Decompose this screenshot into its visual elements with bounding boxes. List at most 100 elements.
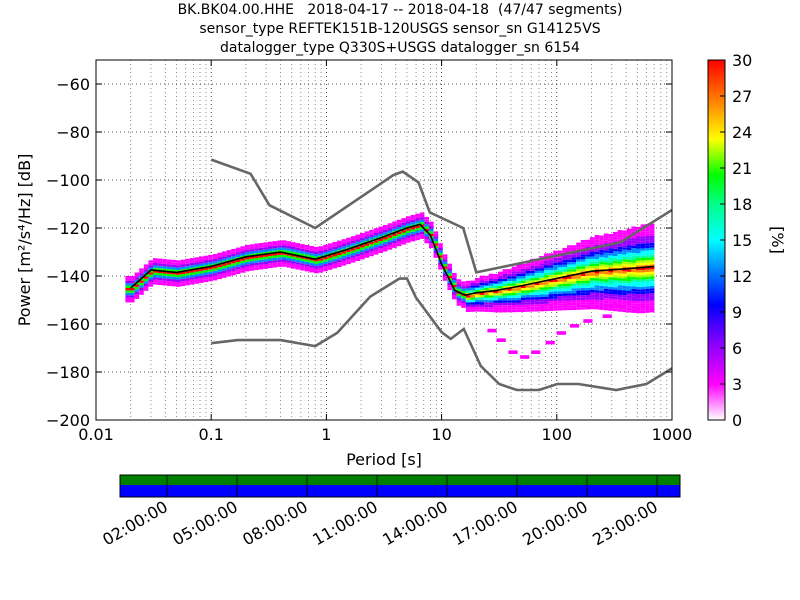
density-cell (488, 280, 494, 284)
density-cell (585, 244, 590, 247)
density-cell (539, 284, 544, 288)
density-cell (640, 267, 646, 270)
density-cell (148, 284, 153, 287)
density-cell (185, 278, 190, 281)
density-cell (649, 238, 655, 241)
density-cell (369, 234, 374, 237)
density-cell (511, 283, 517, 286)
density-cell (392, 223, 397, 227)
density-cell (378, 231, 383, 234)
x-tick-label: 1 (321, 425, 331, 444)
density-cell (580, 292, 586, 296)
density-cell (176, 270, 181, 273)
density-cell (355, 234, 360, 237)
density-cell (364, 243, 370, 246)
density-cell (525, 302, 531, 305)
density-cell (626, 228, 632, 231)
density-cell (222, 268, 227, 271)
density-cell (613, 236, 618, 240)
density-cell (240, 267, 245, 271)
density-cell (383, 225, 388, 228)
density-cell (594, 266, 600, 269)
density-cell (636, 310, 641, 314)
density-cell (608, 306, 613, 309)
density-cell (562, 281, 567, 284)
density-cell (424, 228, 429, 232)
density-cell (553, 279, 558, 282)
density-cell (493, 293, 498, 296)
density-cell (640, 265, 646, 268)
density-cell (599, 305, 604, 308)
density-cell (157, 277, 163, 281)
density-cell (493, 305, 498, 308)
density-cell (626, 262, 632, 265)
density-cell (571, 266, 577, 270)
density-cell (525, 273, 531, 276)
density-cell (401, 242, 406, 245)
density-cell (507, 307, 512, 310)
density-cell (580, 280, 586, 284)
density-cell (134, 277, 140, 280)
density-cell (534, 304, 540, 307)
density-cell (613, 251, 618, 254)
density-cell (419, 226, 425, 230)
density-cell (617, 302, 623, 305)
density-cell (327, 260, 333, 263)
density-cell (341, 239, 347, 242)
density-cell (314, 266, 319, 269)
density-cell (157, 270, 163, 273)
density-cell (484, 309, 489, 312)
density-cell (645, 308, 650, 311)
density-cell (594, 273, 600, 276)
density-cell (520, 355, 530, 359)
density-cell (557, 260, 563, 263)
density-cell (479, 294, 485, 298)
density-cell (383, 241, 388, 245)
density-cell (304, 252, 310, 255)
density-cell (488, 276, 494, 279)
density-cell (530, 292, 535, 295)
density-cell (493, 283, 498, 286)
density-cell (378, 241, 383, 244)
density-cell (498, 293, 503, 296)
density-cell (323, 244, 328, 248)
density-cell (645, 240, 650, 244)
density-cell (281, 261, 287, 265)
chart-title: BK.BK04.00.HHE 2018-04-17 -- 2018-04-18 … (0, 1, 800, 58)
density-cell (571, 290, 577, 294)
density-cell (217, 276, 222, 280)
density-cell (369, 244, 374, 247)
density-cell (521, 292, 526, 296)
density-cell (548, 286, 554, 290)
density-cell (631, 226, 636, 229)
density-cell (130, 280, 135, 284)
density-cell (350, 255, 356, 258)
density-cell (235, 252, 241, 255)
density-cell (530, 275, 535, 278)
density-cell (571, 281, 577, 284)
density-cell (590, 244, 595, 247)
density-cell (562, 295, 567, 299)
density-cell (525, 266, 531, 269)
density-cell (171, 267, 176, 270)
density-cell (452, 284, 457, 288)
density-cell (249, 244, 255, 247)
density-cell (442, 256, 448, 260)
density-cell (626, 281, 632, 284)
density-cell (631, 303, 636, 306)
density-cell (599, 297, 604, 301)
density-cell (235, 266, 241, 270)
density-cell (130, 292, 135, 296)
density-cell (203, 274, 209, 278)
density-cell (617, 254, 623, 257)
density-cell (291, 242, 296, 245)
density-cell (484, 299, 489, 303)
density-cell (636, 306, 641, 309)
density-cell (636, 243, 641, 247)
density-cell (649, 266, 655, 270)
density-cell (562, 276, 567, 280)
density-cell (456, 279, 462, 282)
density-cell (350, 241, 356, 244)
density-cell (456, 293, 462, 297)
density-cell (309, 267, 314, 270)
